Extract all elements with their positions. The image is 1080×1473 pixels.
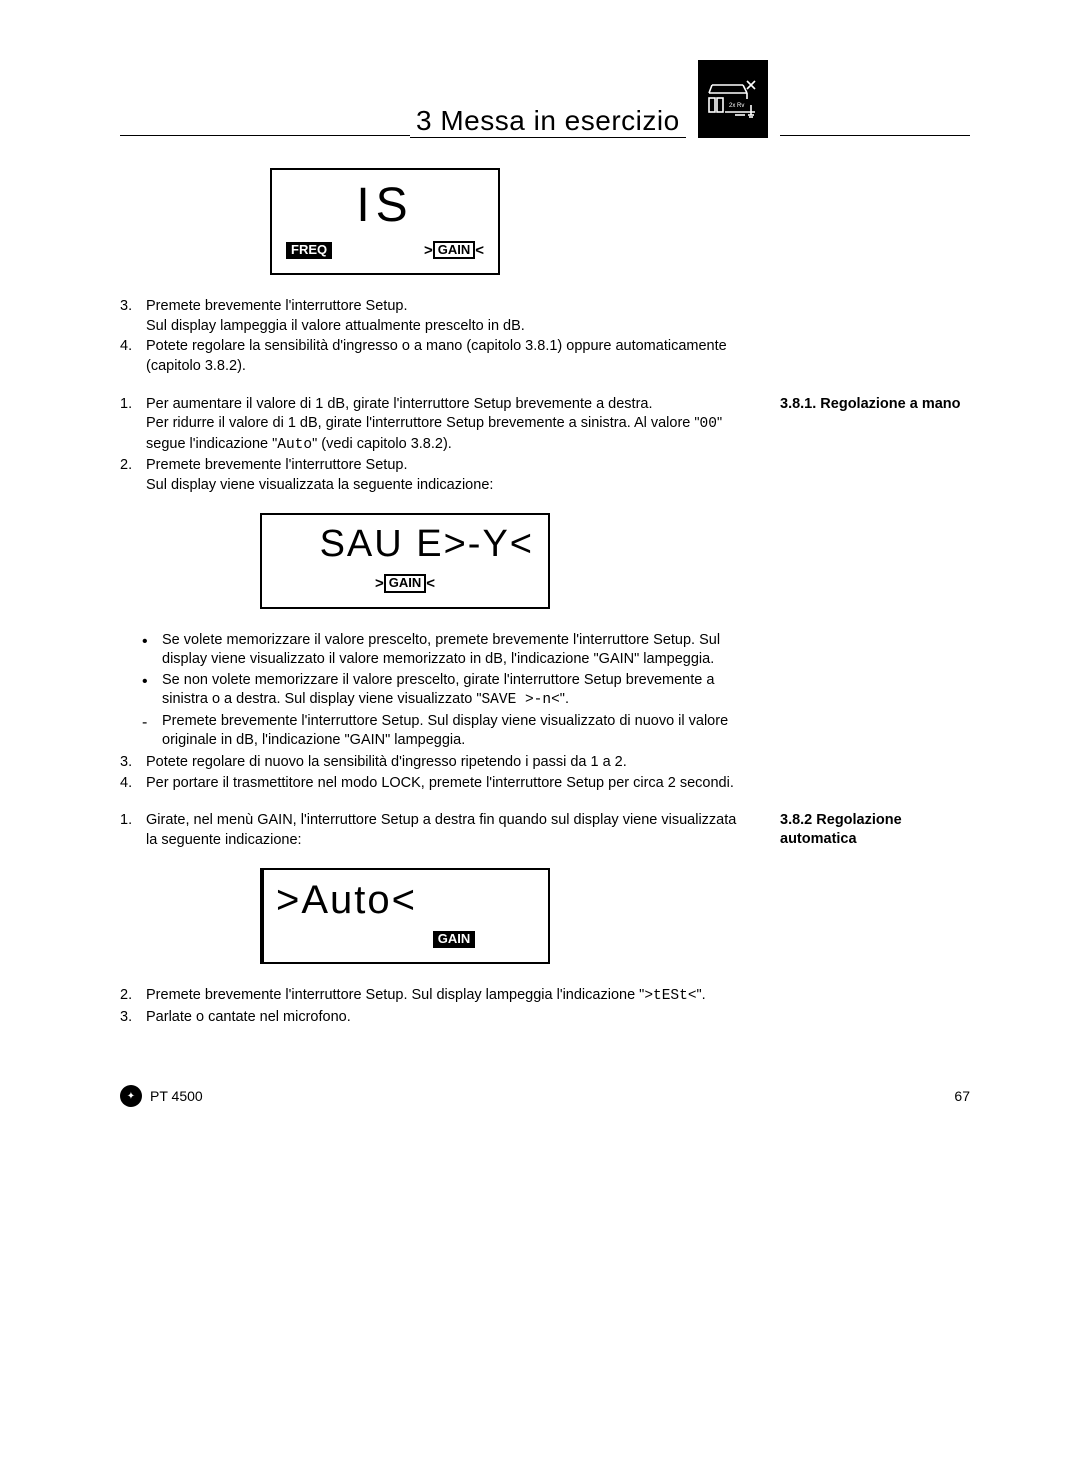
instructions-list-381b: 3.Potete regolare di nuovo la sensibilit…: [120, 753, 750, 793]
brand-logo-icon: ✦: [120, 1085, 142, 1107]
list-item: 4.Potete regolare la sensibilità d'ingre…: [140, 337, 750, 376]
list-item: 1. Per aumentare il valore di 1 dB, gira…: [140, 395, 750, 456]
list-item: 1.Girate, nel menù GAIN, l'interruttore …: [140, 811, 750, 850]
lcd1-gain-label: >GAIN<: [424, 241, 484, 259]
list-item: 2. Premete brevemente l'interruttore Set…: [140, 456, 750, 495]
svg-text:2x Rv: 2x Rv: [729, 103, 744, 109]
model-number: PT 4500: [150, 1088, 203, 1104]
list-item: Se non volete memorizzare il valore pres…: [158, 671, 750, 711]
lcd3-gain-label: GAIN: [433, 931, 476, 948]
instructions-list-382b: 2. Premete brevemente l'interruttore Set…: [120, 986, 750, 1027]
instructions-list-381: 1. Per aumentare il valore di 1 dB, gira…: [120, 395, 750, 496]
page-footer: ✦ PT 4500 67: [120, 1085, 970, 1107]
lcd2-gain-label: >GAIN<: [375, 574, 435, 592]
lcd-display-2: SAU E>-Y< >GAIN<: [260, 513, 550, 608]
lcd1-value: IS: [282, 178, 488, 233]
list-item: 3. Premete brevemente l'interruttore Set…: [140, 297, 750, 336]
page-number: 67: [954, 1088, 970, 1104]
section-381-heading: 3.8.1. Regolazione a mano: [780, 395, 970, 414]
list-item: 3.Parlate o cantate nel microfono.: [140, 1008, 750, 1028]
list-item: 2. Premete brevemente l'interruttore Set…: [140, 986, 750, 1007]
list-item: Premete brevemente l'interruttore Setup.…: [158, 712, 750, 751]
instructions-list-1: 3. Premete brevemente l'interruttore Set…: [120, 297, 750, 376]
section-title: 3 Messa in esercizio: [410, 105, 686, 138]
sub-bullets: Se volete memorizzare il valore prescelt…: [120, 631, 750, 751]
section-382-heading: 3.8.2 Regolazione automatica: [780, 811, 970, 849]
transmitter-icon: 2x Rv: [698, 60, 768, 138]
list-item: Se volete memorizzare il valore prescelt…: [158, 631, 750, 670]
lcd-display-3: >Auto< GAIN: [260, 868, 550, 964]
page-header: 3 Messa in esercizio 2x Rv: [120, 60, 970, 138]
header-rule-right: [780, 135, 970, 136]
lcd1-freq-label: FREQ: [286, 242, 332, 259]
lcd2-value: SAU E>-Y<: [272, 523, 538, 566]
header-rule-left: [120, 135, 410, 136]
list-item: 4.Per portare il trasmettitore nel modo …: [140, 774, 750, 794]
instructions-list-382: 1.Girate, nel menù GAIN, l'interruttore …: [120, 811, 750, 850]
lcd-display-1: IS FREQ >GAIN<: [270, 168, 500, 275]
lcd3-value: >Auto<: [274, 878, 538, 923]
list-item: 3.Potete regolare di nuovo la sensibilit…: [140, 753, 750, 773]
